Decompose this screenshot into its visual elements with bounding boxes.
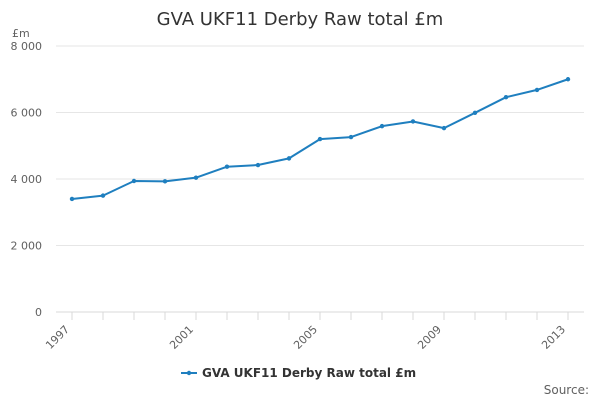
- data-point[interactable]: [379, 123, 385, 129]
- data-point[interactable]: [69, 196, 75, 202]
- y-axis-label: £m: [12, 27, 30, 40]
- y-tick-label: 0: [35, 306, 42, 319]
- x-tick-label: 2001: [167, 323, 196, 352]
- data-point[interactable]: [193, 175, 199, 180]
- source-label: Source:: [544, 383, 589, 397]
- data-point[interactable]: [534, 87, 540, 93]
- data-point[interactable]: [255, 162, 261, 168]
- data-point[interactable]: [472, 110, 478, 116]
- x-tick-label: 2013: [539, 323, 568, 352]
- data-point[interactable]: [410, 119, 416, 124]
- y-tick-label: 4 000: [11, 173, 43, 186]
- data-point[interactable]: [348, 134, 354, 140]
- y-tick-label: 6 000: [11, 107, 43, 120]
- x-tick-label: 2005: [291, 323, 320, 352]
- data-point[interactable]: [441, 125, 447, 131]
- x-tick-label: 1997: [43, 323, 72, 352]
- y-tick-label: 2 000: [11, 240, 43, 253]
- data-point[interactable]: [503, 95, 509, 100]
- data-point[interactable]: [131, 178, 137, 184]
- legend[interactable]: GVA UKF11 Derby Raw total £m: [181, 366, 416, 380]
- data-point[interactable]: [162, 179, 168, 184]
- data-point[interactable]: [565, 77, 571, 82]
- chart-title: GVA UKF11 Derby Raw total £m: [157, 9, 444, 30]
- data-point[interactable]: [100, 193, 106, 198]
- grid-layer: [56, 45, 584, 313]
- x-tick-label: 2009: [415, 323, 444, 352]
- legend-label[interactable]: GVA UKF11 Derby Raw total £m: [202, 366, 416, 380]
- data-point[interactable]: [224, 164, 230, 169]
- legend-marker: [186, 370, 192, 376]
- data-point[interactable]: [286, 156, 292, 161]
- y-tick-label: 8 000: [11, 40, 43, 53]
- point-layer: [69, 77, 571, 202]
- data-point[interactable]: [317, 136, 323, 142]
